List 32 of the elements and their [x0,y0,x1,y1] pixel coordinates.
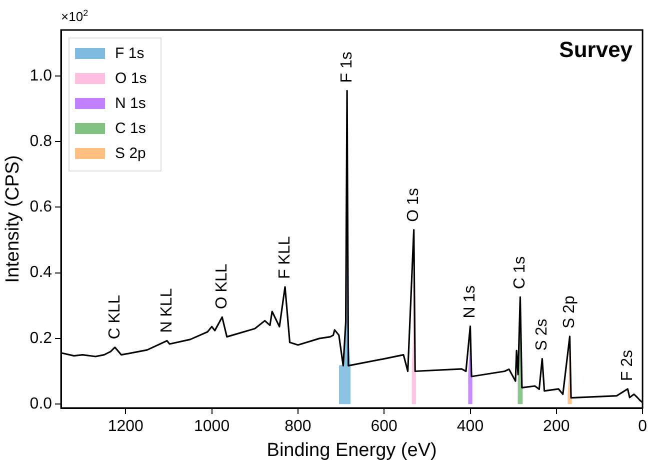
y-tick-label: 0.4 [30,264,52,282]
y-axis-title: Intensity (CPS) [2,155,24,283]
x-tick-label: 1200 [108,418,144,436]
legend-label: F 1s [115,45,144,62]
y-tick-label: 0.0 [30,395,52,412]
annotation: O 1s [405,188,422,222]
annotation: F 2s [619,350,636,381]
x-tick-label: 600 [370,418,398,436]
y-tick-label: 0.6 [30,198,52,216]
annotation: S 2p [561,295,578,328]
legend-label: N 1s [115,95,146,112]
y-tick-label: 0.2 [30,330,52,347]
annotation: N KLL [158,288,176,333]
x-tick-label: 800 [284,418,312,436]
x-tick-label: 0 [638,418,648,436]
x-tick-label: 400 [456,418,484,436]
annotation: C 1s [512,256,529,290]
annotation: S 2s [534,318,551,351]
chart-title: Survey [559,37,634,62]
annotation: N 1s [462,285,479,318]
y-tick-label: 0.8 [30,132,52,150]
annotation: F 1s [338,52,356,83]
annotation: O KLL [214,264,231,310]
legend-label: O 1s [115,70,147,88]
legend-label: S 2p [115,145,146,162]
legend-label: C 1s [115,120,146,138]
annotation: F KLL [276,236,294,279]
x-tick-label: 1000 [194,418,230,436]
annotation: C KLL [106,294,124,340]
y-tick-label: 1.0 [30,67,52,84]
x-tick-label: 200 [543,418,570,436]
x-axis-title: Binding Energy (eV) [266,440,437,461]
